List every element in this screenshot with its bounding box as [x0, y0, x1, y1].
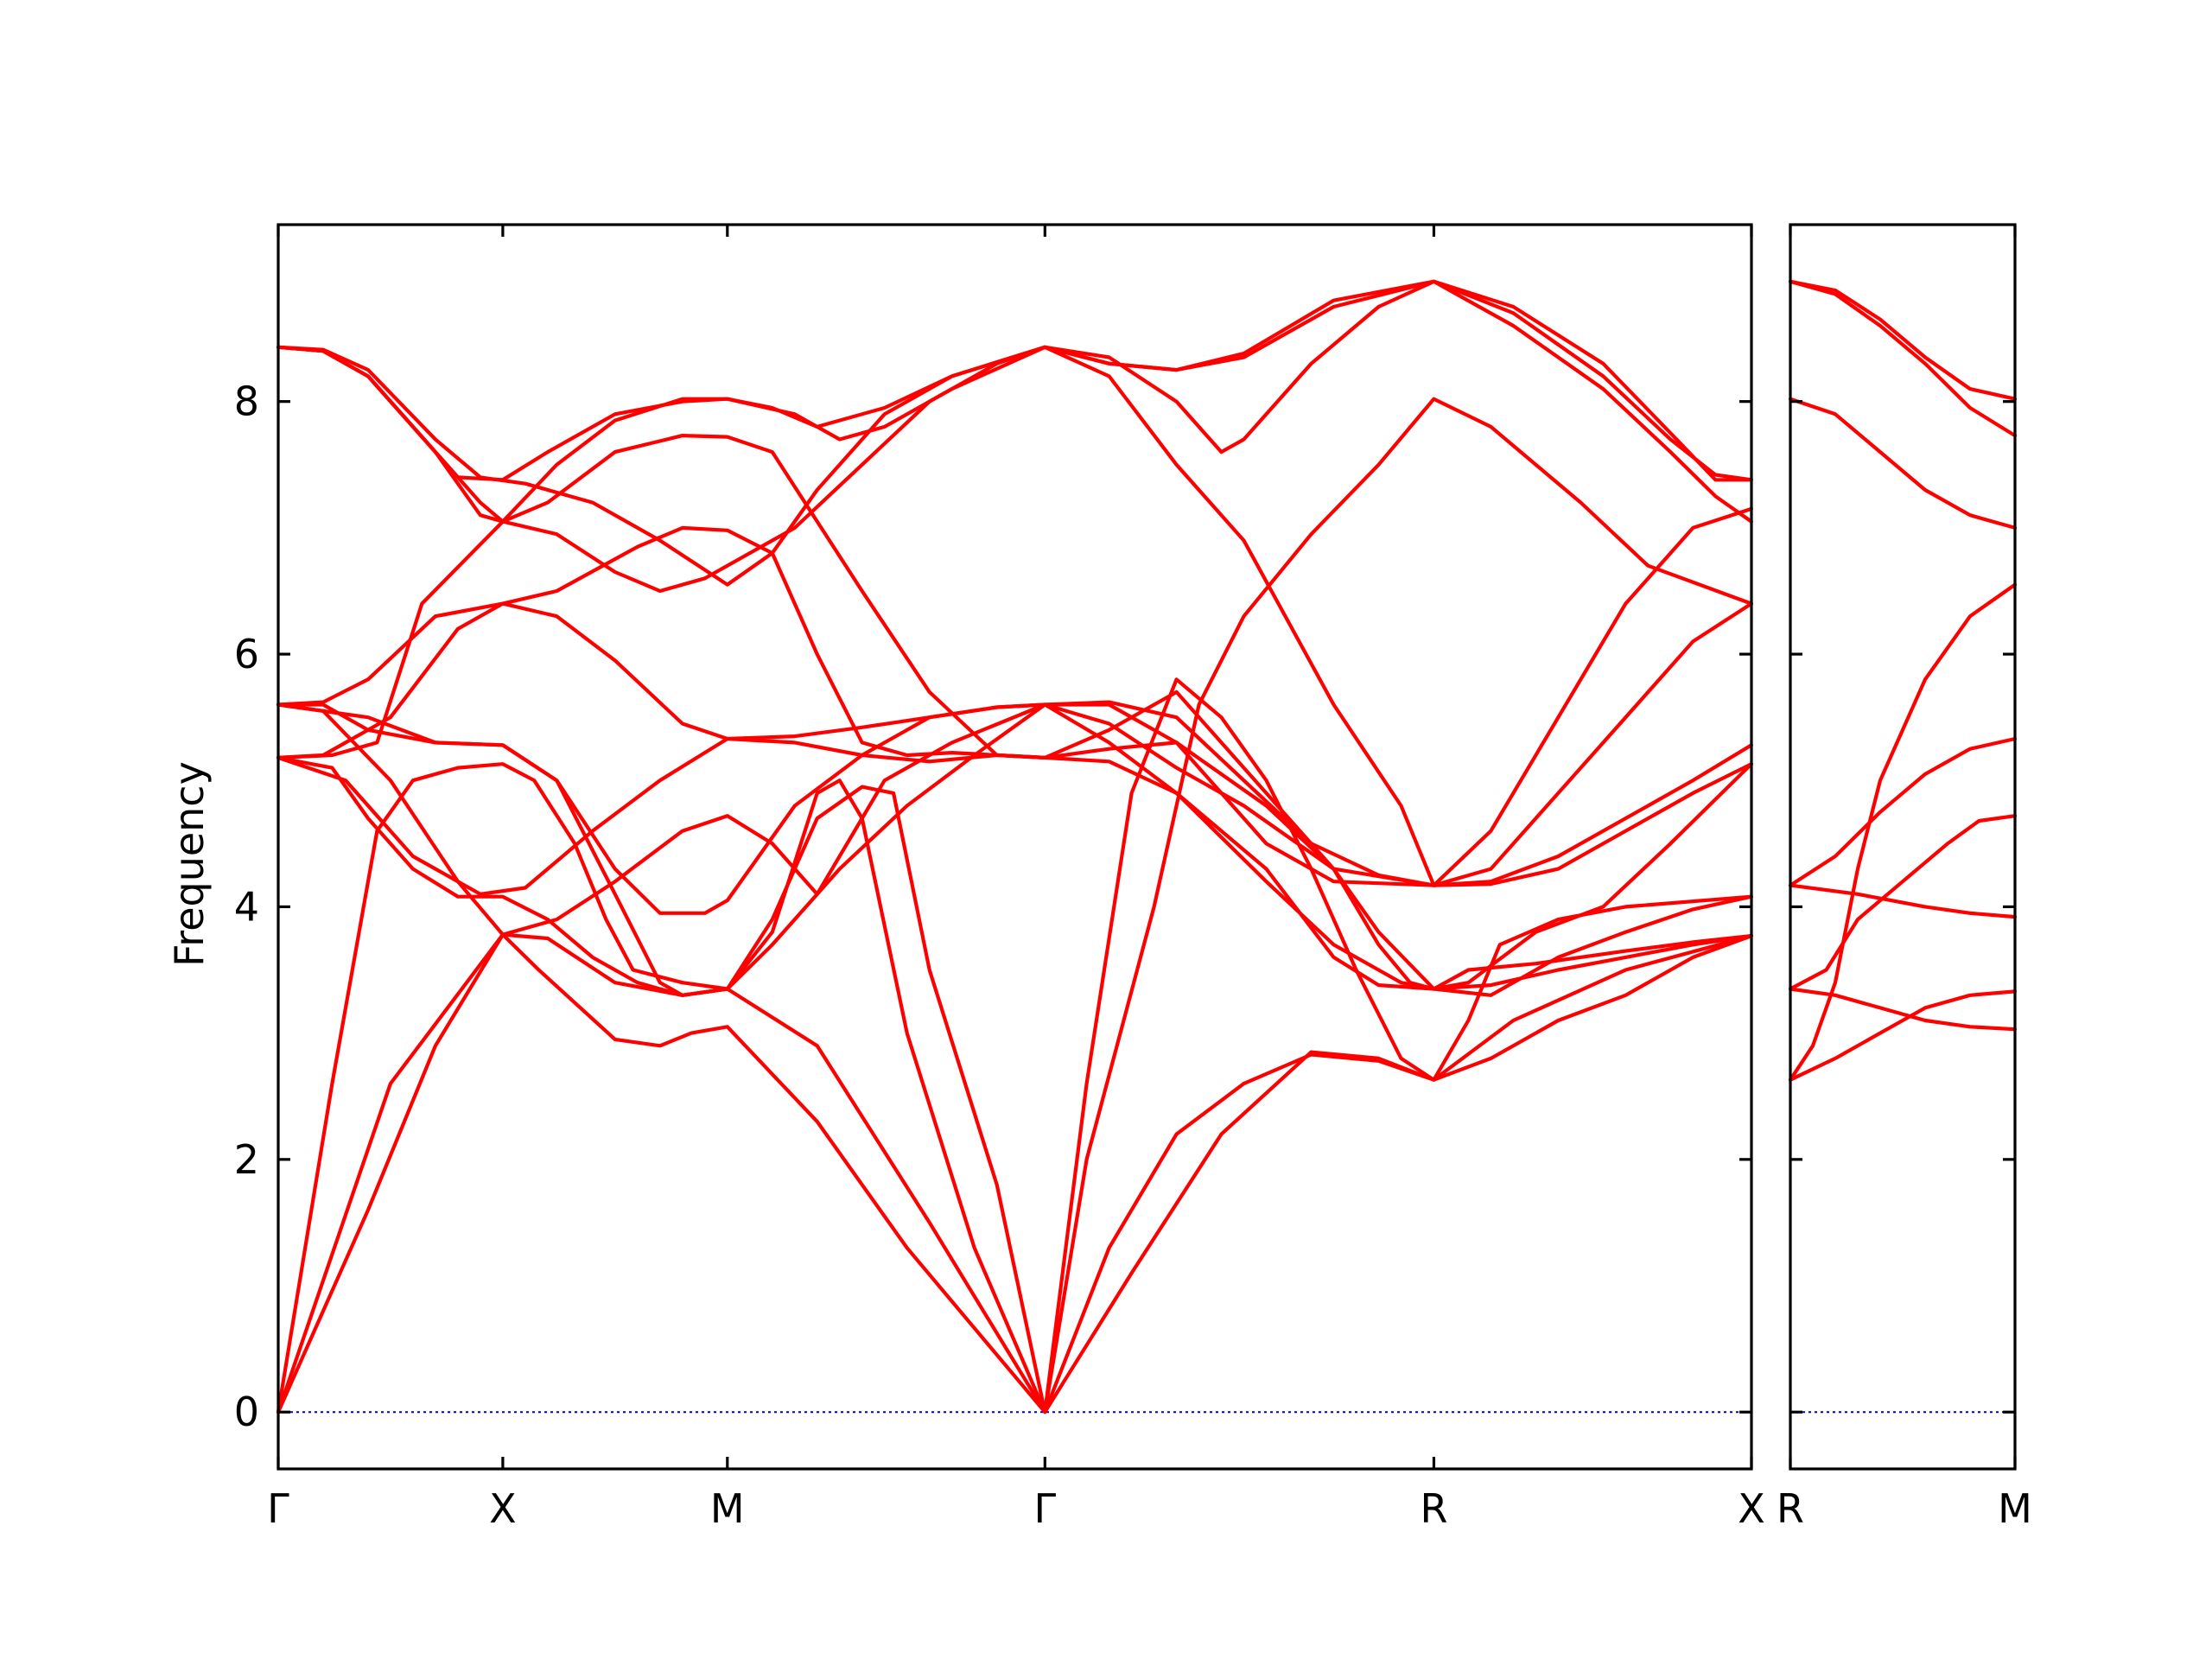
- plot-frame: [1789, 223, 2017, 1471]
- y-tick-label: 4: [234, 883, 259, 930]
- y-tick-label: 8: [234, 378, 259, 425]
- band-12: [276, 702, 1753, 997]
- band-9: [1788, 279, 2018, 401]
- x-tick-label: Γ: [1034, 1485, 1057, 1532]
- band-6: [1788, 883, 2018, 919]
- y-tick-label: 6: [234, 631, 259, 677]
- band-6: [276, 601, 1753, 887]
- x-tick-label: R: [1777, 1485, 1804, 1532]
- band-9: [276, 279, 1753, 482]
- y-tick-label: 2: [234, 1136, 259, 1183]
- band-14: [276, 700, 1753, 997]
- band-10: [276, 279, 1753, 524]
- band-1: [1788, 989, 2018, 1082]
- band-7: [276, 279, 1753, 594]
- band-2: [1788, 582, 2018, 1082]
- band-5: [1788, 736, 2018, 887]
- band-13: [276, 736, 1753, 991]
- band-3: [1788, 987, 2018, 1032]
- x-tick-label: M: [1998, 1485, 2032, 1532]
- band-11: [276, 525, 1753, 991]
- x-tick-label: X: [489, 1485, 517, 1532]
- y-axis-label: Frequency: [166, 761, 213, 967]
- x-tick-label: M: [710, 1485, 745, 1532]
- band-7: [1788, 397, 2018, 530]
- band-4: [1788, 814, 2018, 991]
- x-tick-label: R: [1420, 1485, 1447, 1532]
- x-tick-label: X: [1738, 1485, 1765, 1532]
- x-tick-label: Γ: [267, 1485, 289, 1532]
- band-2: [276, 677, 1753, 1414]
- panel-1: 0 2 4 6 8 Γ X M Γ R X: [234, 223, 1765, 1532]
- band-8: [276, 345, 1753, 887]
- band-8: [1788, 279, 2018, 438]
- band-5: [276, 702, 1753, 915]
- band-15: [276, 785, 1753, 1414]
- y-tick-label: 0: [234, 1389, 259, 1435]
- plot-frame: [276, 223, 1753, 1471]
- band-4: [276, 397, 1753, 1414]
